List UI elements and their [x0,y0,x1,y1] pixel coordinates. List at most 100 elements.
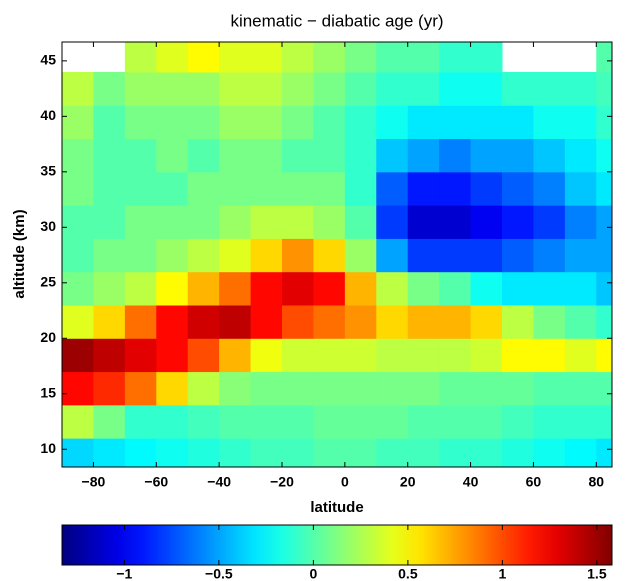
heat-cell [407,238,440,273]
heat-cell [156,271,189,306]
heat-cell [62,404,94,439]
heat-cell [502,238,534,273]
heat-cell [219,205,252,239]
heat-cell [470,42,503,73]
heat-cell [124,238,157,273]
heat-cell [282,304,314,339]
heat-cell [219,71,252,106]
heat-cell [344,138,377,173]
heat-cell [376,105,409,140]
heat-cell [407,404,440,439]
heat-cell [564,238,597,273]
heat-cell [282,138,314,173]
heat-cell [376,71,409,106]
heat-cell [313,304,346,339]
heat-cell [439,71,472,106]
y-tick-label: 10 [40,440,56,456]
x-tick-label: −80 [82,474,106,490]
heat-cell [470,438,503,467]
heat-cell [564,271,597,306]
heat-cell [502,205,534,239]
heat-cell [250,105,283,140]
heat-cell [470,171,503,206]
heat-cell [470,371,503,406]
heat-cell [282,171,314,206]
x-tick-label: −20 [270,474,294,490]
x-axis-label: latitude [310,499,363,516]
x-tick-label: 80 [588,474,604,490]
heat-cell [282,238,314,273]
heat-cell [470,404,503,439]
heat-cell [282,371,314,406]
colorbar-tick-label: −0.5 [205,566,233,581]
heat-cell [282,271,314,306]
heat-cell [187,338,220,373]
x-tick-label: −60 [144,474,168,490]
heat-cell [156,371,189,406]
heat-cell [470,271,503,306]
heat-cell [313,271,346,306]
heat-cell [439,371,472,406]
heat-cell [219,371,252,406]
heat-cell [93,105,126,140]
heat-cell [62,138,94,173]
heat-cell [124,304,157,339]
heat-cell [93,138,126,173]
heat-cell [282,105,314,140]
heat-cell [250,238,283,273]
heat-cell [313,105,346,140]
heat-cell [62,105,94,140]
heat-cell [93,205,126,239]
heat-cell [596,238,612,273]
heat-cell [124,271,157,306]
heat-cell [470,138,503,173]
heat-cell [533,138,566,173]
heat-cell [439,438,472,467]
heat-cell [93,304,126,339]
heat-cell [533,438,566,467]
heat-cell [93,404,126,439]
heat-cell [250,304,283,339]
y-tick-label: 25 [40,273,56,289]
heat-cell [564,404,597,439]
y-tick-label: 15 [40,384,56,400]
heat-cell [93,171,126,206]
heat-cell [62,71,94,106]
heat-cell [344,404,377,439]
x-tick-label: 60 [526,474,542,490]
heat-cell [187,238,220,273]
heat-cell [250,438,283,467]
heat-cell [596,404,612,439]
heat-cell [564,71,597,106]
heat-cell [62,371,94,406]
x-tick-label: 20 [400,474,416,490]
heat-cell [344,438,377,467]
heat-cell [219,171,252,206]
heat-cell [93,71,126,106]
heat-cell [376,371,409,406]
heat-cell [93,271,126,306]
heat-cell [502,304,534,339]
heat-cell [187,271,220,306]
heat-cell [156,105,189,140]
heat-cell [93,238,126,273]
heat-cell [470,71,503,106]
heat-cell [407,42,440,73]
heat-cell [533,238,566,273]
chart-title: kinematic − diabatic age (yr) [230,11,443,30]
heat-cell [533,71,566,106]
colorbar-tick-label: 0.5 [398,566,418,581]
heat-cell [250,371,283,406]
heat-cell [282,404,314,439]
heat-cell [502,438,534,467]
heat-cell [533,304,566,339]
colorbar [61,524,613,566]
heat-cell [564,438,597,467]
heat-cell [156,71,189,106]
heat-cell [564,371,597,406]
heat-cell [344,338,377,373]
heat-cell [282,338,314,373]
colorbar-tick-label: 1 [498,566,506,581]
heat-cell [124,338,157,373]
